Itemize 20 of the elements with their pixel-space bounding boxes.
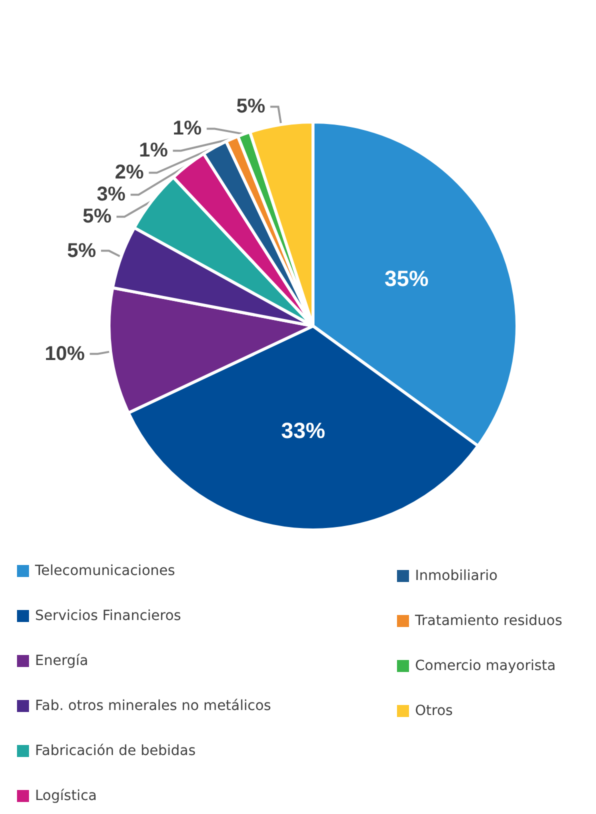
legend-label: Servicios Financieros (35, 608, 182, 624)
legend-label: Fab. otros minerales no metálicos (35, 698, 272, 714)
legend-label: Fabricación de bebidas (35, 743, 196, 759)
legend-label: Logística (35, 788, 97, 804)
data-label: 33% (281, 418, 326, 444)
data-label: 1% (172, 118, 202, 140)
legend-label: Inmobiliario (415, 568, 498, 584)
data-label: 2% (114, 162, 144, 184)
data-label: 5% (236, 96, 266, 118)
data-label: 1% (138, 140, 168, 162)
data-label: 35% (384, 266, 429, 291)
legend-label: Tratamiento residuos (414, 613, 562, 629)
data-label: 5% (67, 240, 96, 262)
data-label: 5% (82, 206, 112, 228)
legend-label: Energía (35, 653, 88, 669)
legend-label: Comercio mayorista (415, 658, 556, 674)
legend-label: Telecomunicaciones (34, 563, 176, 579)
data-label: 10% (44, 342, 85, 365)
data-label: 3% (96, 184, 126, 206)
legend-label: Otros (415, 703, 453, 719)
